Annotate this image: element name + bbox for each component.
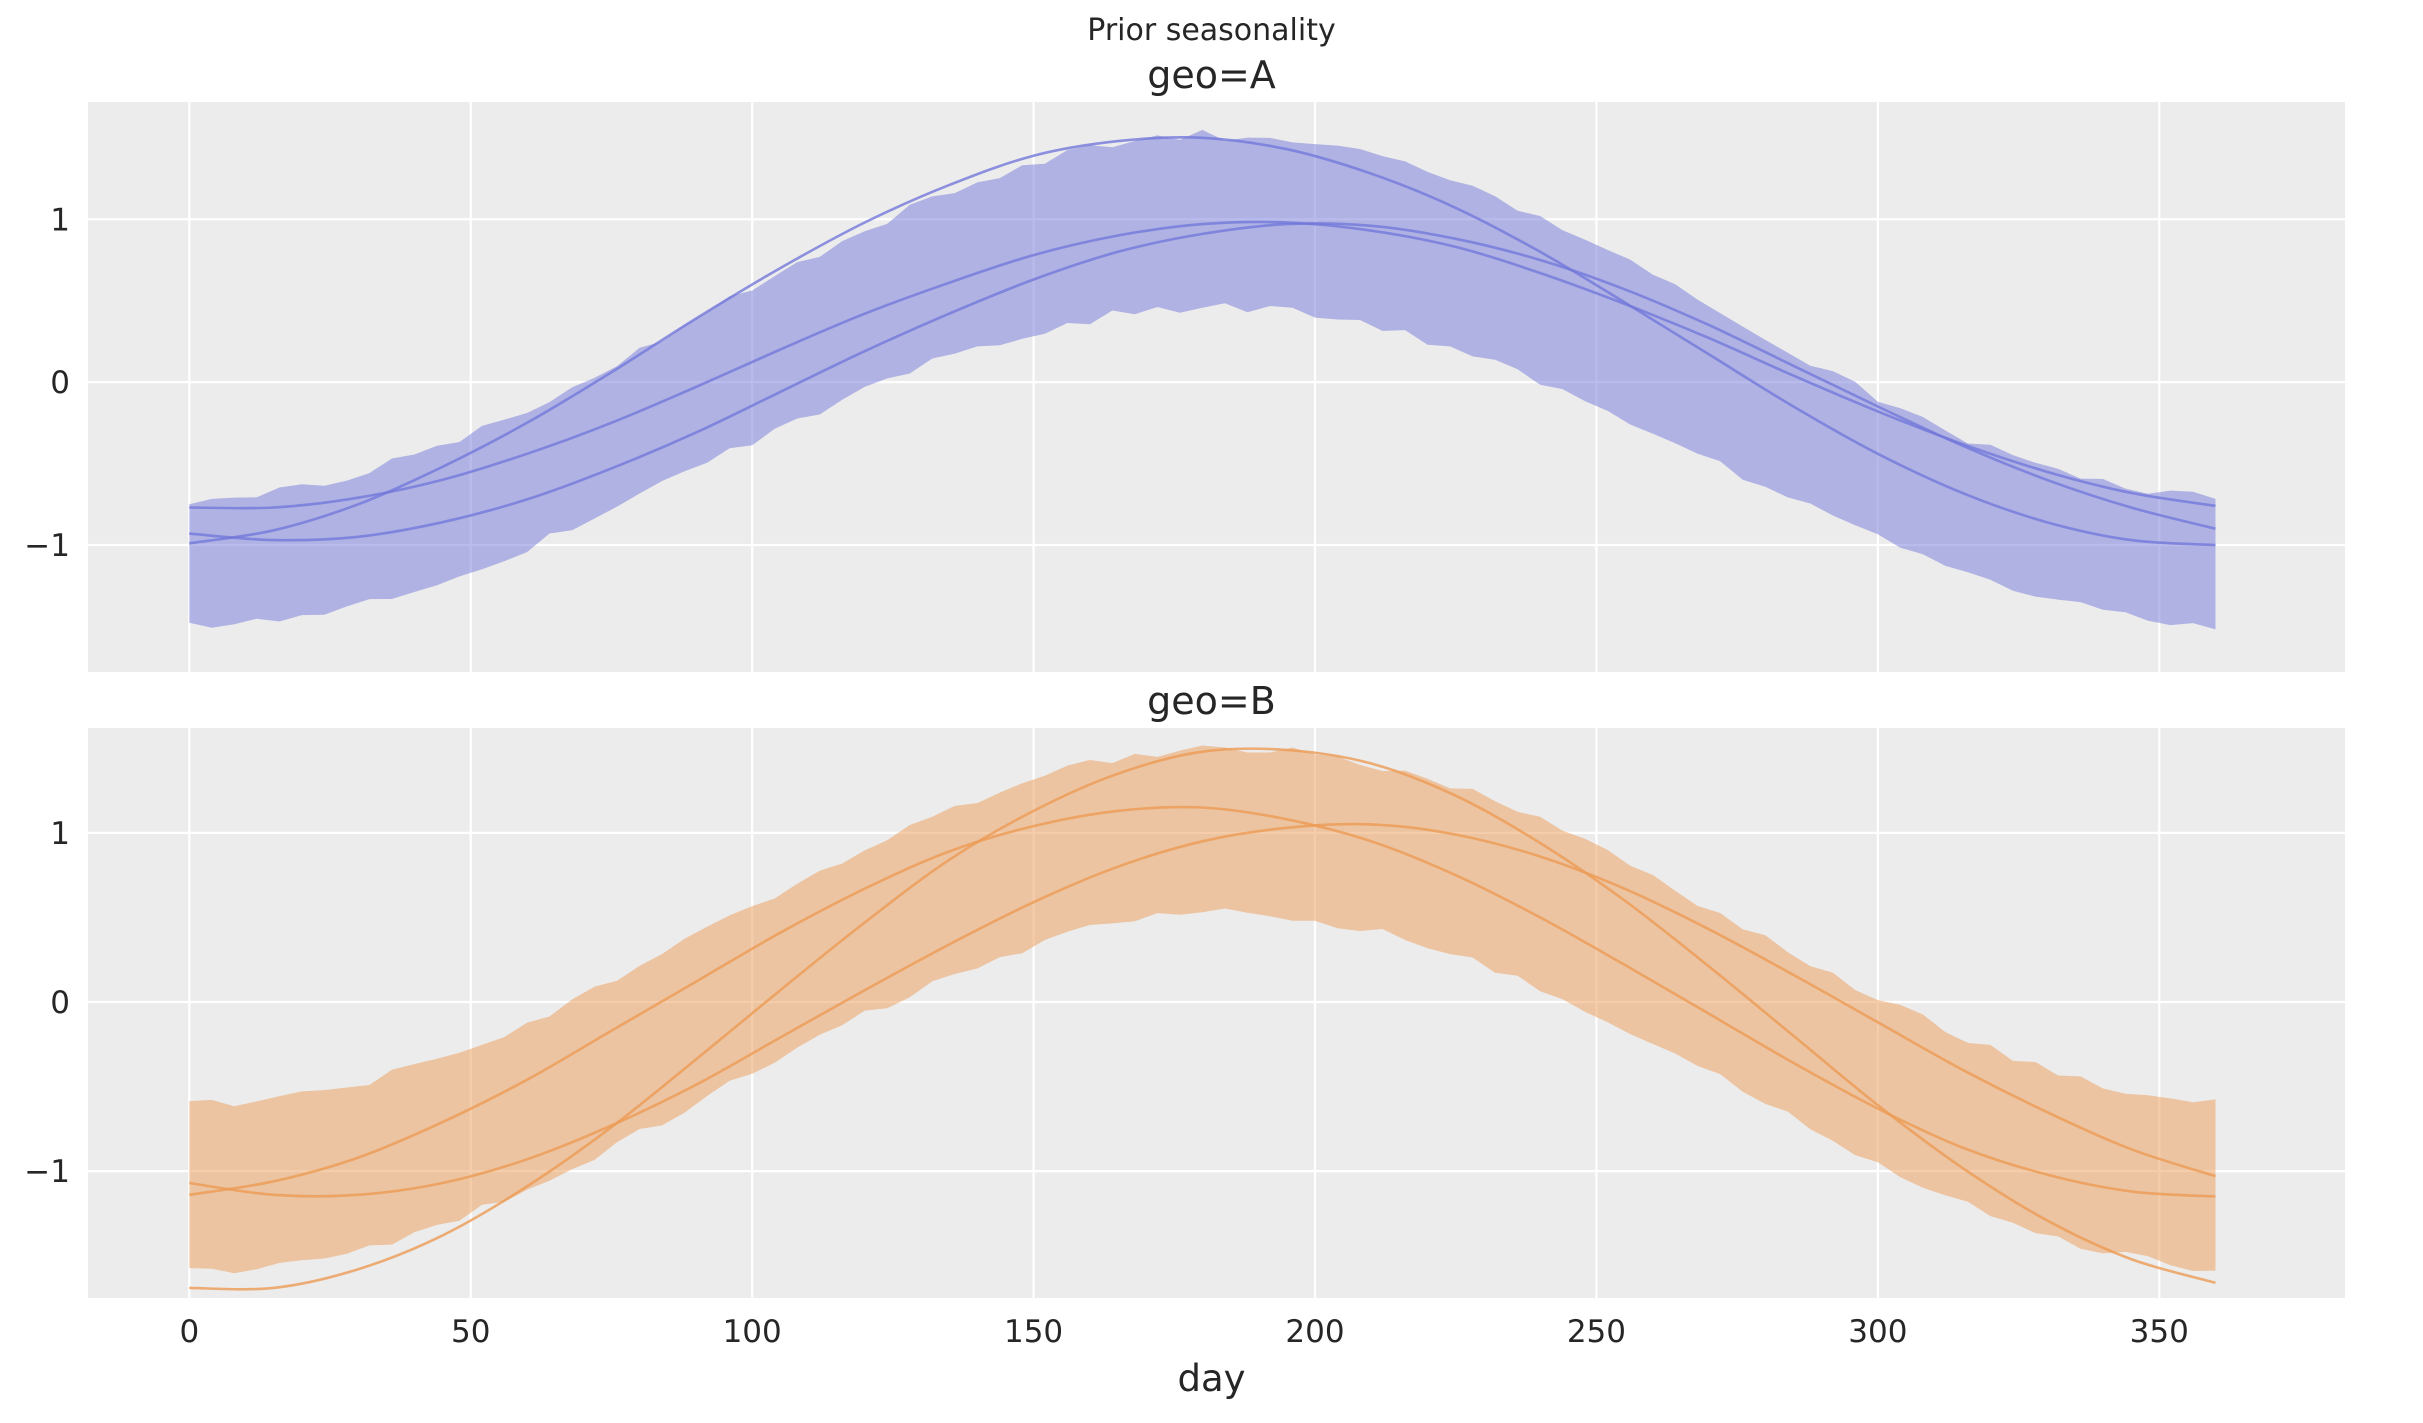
subplot-geo-b-plot: −1 0 1 0 50 100 150 200 250 300 350 (24, 728, 2345, 1350)
sample-line-sample-draw-2 (189, 822, 2216, 1198)
svg-text:−1: −1 (24, 1154, 70, 1190)
sample-line-sample-draw-1 (189, 136, 2216, 547)
sample-lines (189, 747, 2216, 1291)
sample-line-sample-draw-3 (189, 220, 2216, 510)
y-tick-labels: −1 0 1 (24, 816, 70, 1190)
svg-text:50: 50 (451, 1314, 490, 1350)
svg-text:−1: −1 (24, 528, 70, 564)
y-tick-labels: −1 0 1 (24, 202, 70, 564)
svg-text:0: 0 (50, 365, 70, 401)
svg-text:1: 1 (50, 816, 70, 852)
svg-text:150: 150 (1004, 1314, 1063, 1350)
subplot-geo-b: geo=B −1 0 1 0 50 100 150 200 250 300 350 (0, 672, 2423, 1356)
subplot-geo-a-title: geo=A (1147, 53, 1276, 97)
subplot-geo-a-plot: −1 0 1 (24, 102, 2345, 672)
sample-lines (189, 136, 2216, 547)
sample-line-sample-draw-1 (189, 747, 2216, 1291)
svg-text:250: 250 (1567, 1314, 1626, 1350)
sample-line-sample-draw-3 (189, 805, 2216, 1198)
svg-text:0: 0 (50, 985, 70, 1021)
subplot-geo-a: geo=A −1 0 1 (0, 46, 2423, 672)
svg-text:200: 200 (1285, 1314, 1344, 1350)
credible-band (189, 745, 2216, 1274)
figure-suptitle: Prior seasonality (1087, 13, 1336, 48)
svg-text:1: 1 (50, 202, 70, 238)
x-tick-labels: 0 50 100 150 200 250 300 350 (179, 1314, 2188, 1350)
svg-text:0: 0 (179, 1314, 199, 1350)
svg-text:100: 100 (723, 1314, 782, 1350)
svg-text:300: 300 (1848, 1314, 1907, 1350)
sample-line-sample-draw-2 (189, 222, 2216, 542)
svg-text:350: 350 (2130, 1314, 2189, 1350)
credible-band (189, 129, 2216, 630)
subplot-geo-b-title: geo=B (1147, 679, 1276, 723)
x-axis-label: day (1177, 1357, 1246, 1400)
